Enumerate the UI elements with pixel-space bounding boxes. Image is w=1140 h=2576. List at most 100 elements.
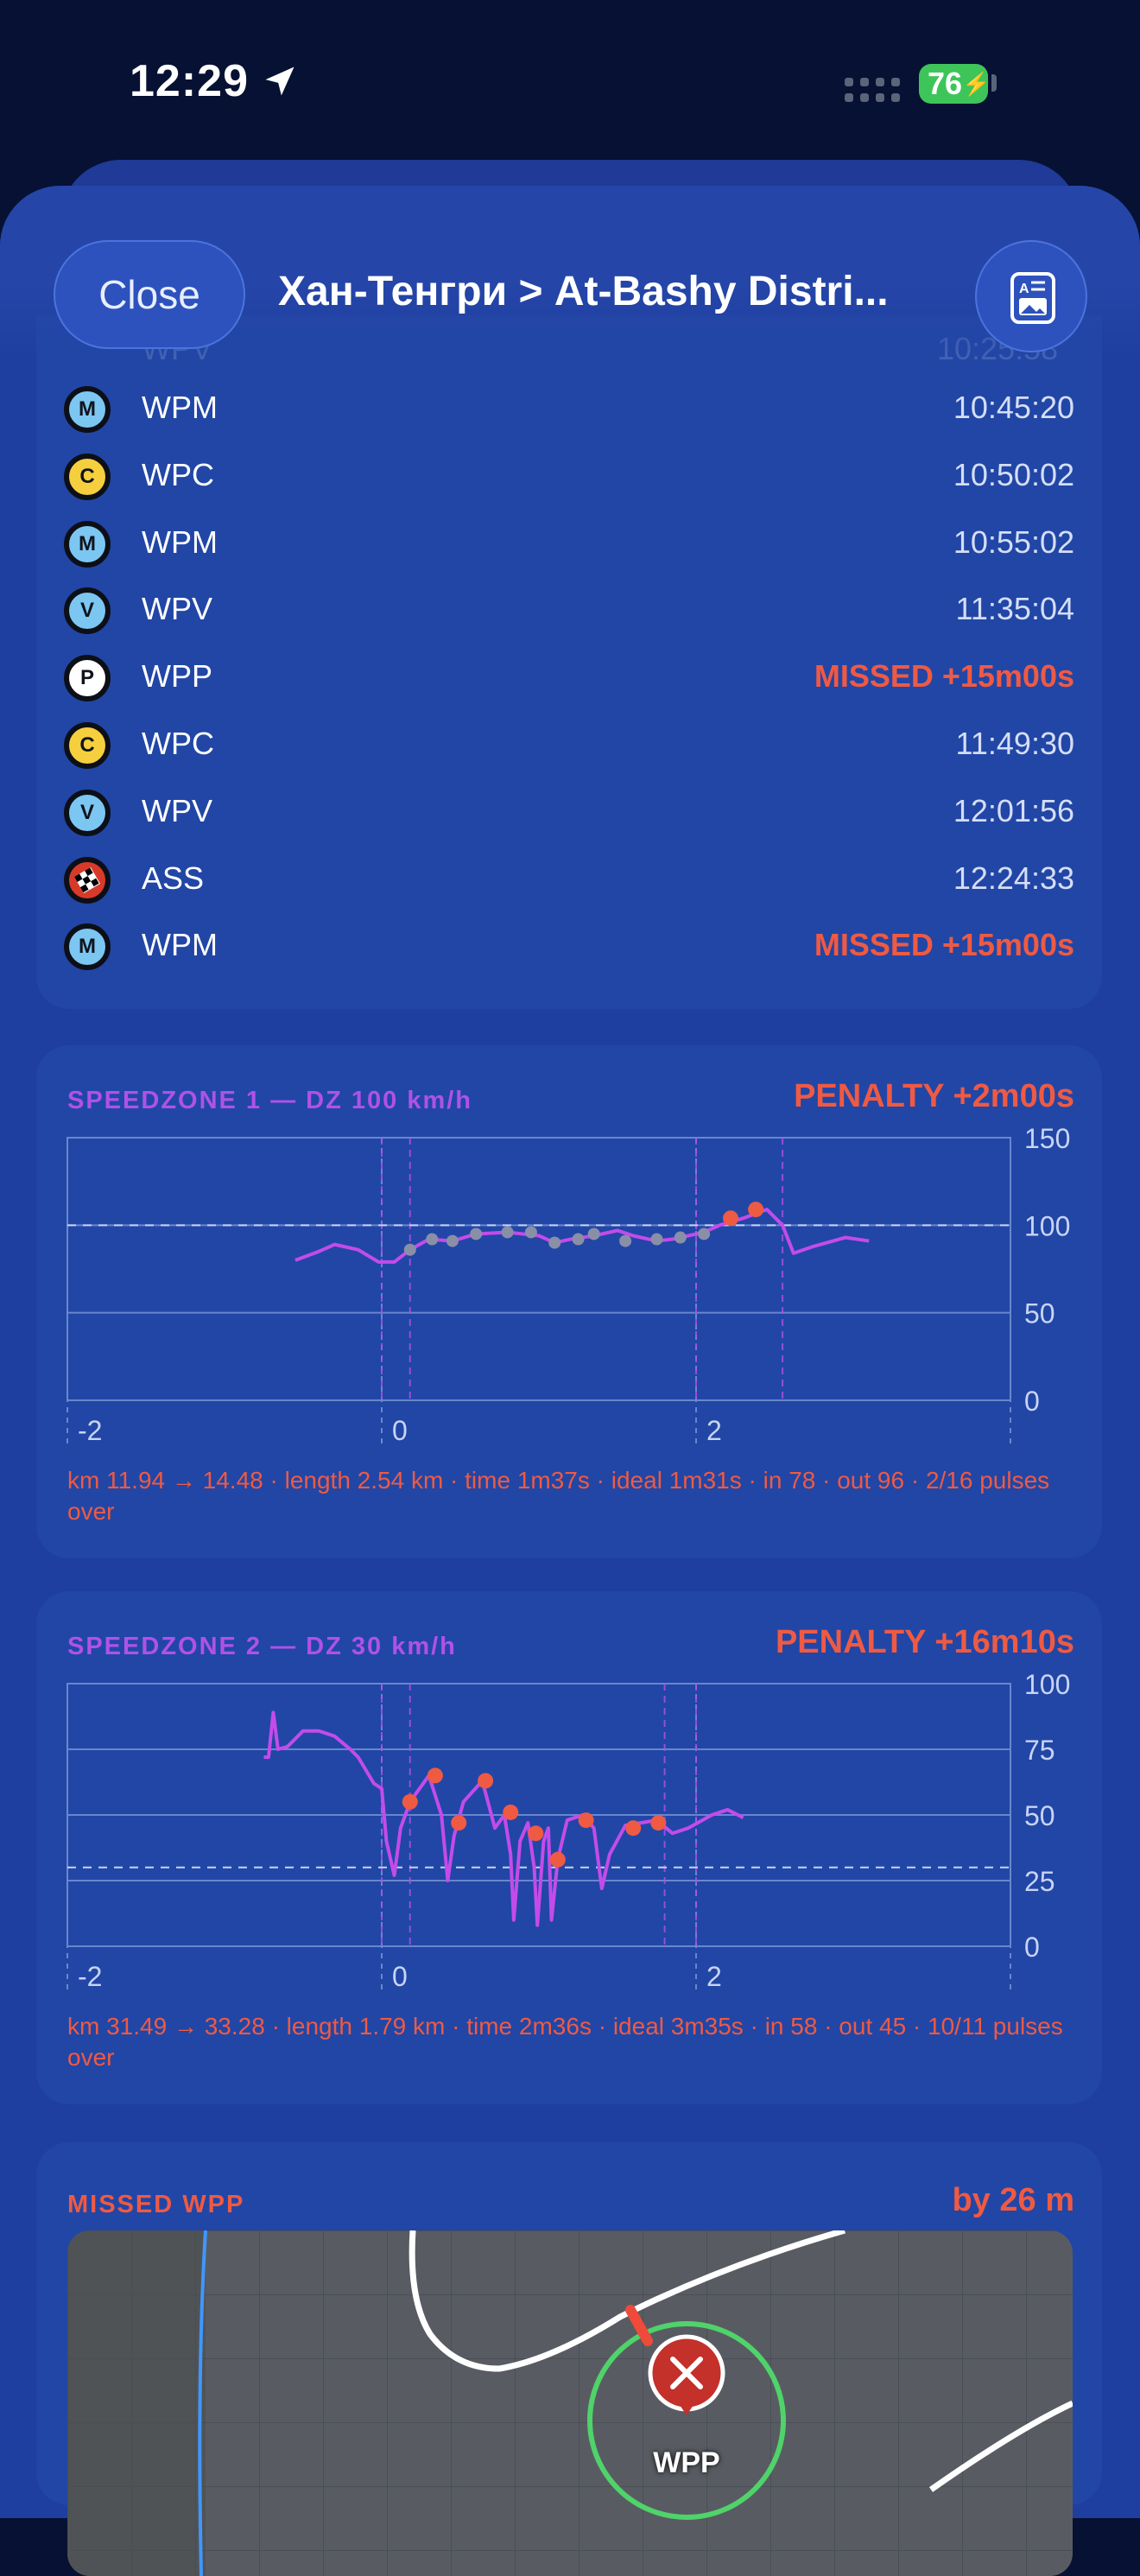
pulse-over-point (625, 1820, 642, 1837)
waypoint-name: WPM (142, 927, 218, 963)
waypoint-time: 10:45:20 (953, 390, 1074, 425)
badge-letter: M (79, 531, 96, 555)
pulse-point (403, 1243, 416, 1256)
waypoint-row[interactable]: M WPM 10:55:02 (36, 514, 1102, 581)
waypoint-time: 10:55:02 (953, 523, 1074, 560)
waypoint-row[interactable]: C WPC 11:49:30 (36, 715, 1102, 783)
waypoint-name: WPP (142, 658, 213, 695)
waypoint-time: 11:49:30 (955, 726, 1074, 761)
speedzone-card-1: SPEEDZONE 1 — DZ 100 km/h PENALTY +2m00s… (36, 1045, 1102, 1558)
x-tick-label: 2 (706, 1415, 722, 1446)
pulse-over-point (748, 1202, 764, 1218)
waypoint-missed-status: MISSED +15m00s (814, 927, 1074, 963)
y-tick-label: 100 (1024, 1210, 1070, 1241)
battery-indicator: 76⚡ (919, 64, 991, 104)
x-tick-label: -2 (78, 1961, 102, 1992)
pulse-over-point (723, 1210, 739, 1227)
pulse-over-point (478, 1773, 494, 1789)
charging-bolt-icon: ⚡ (962, 71, 991, 97)
waypoint-name: WPV (142, 792, 213, 828)
checkered-flag-icon (64, 856, 111, 904)
speedzone-summary: km 31.49 → 33.28 · length 1.79 km · time… (67, 2013, 1063, 2071)
location-arrow-icon (265, 67, 294, 96)
waypoint-type-badge: M (64, 386, 111, 433)
missed-wpp-distance: by 26 m (952, 2182, 1074, 2218)
pulse-over-point (427, 1767, 443, 1784)
pulse-over-point (402, 1793, 418, 1810)
pulse-point (426, 1233, 439, 1246)
pulse-point (650, 1233, 663, 1246)
x-tick-label: 0 (392, 1961, 408, 1992)
document-image-icon: A (1010, 272, 1055, 324)
road-line (408, 2230, 846, 2372)
badge-letter: C (79, 464, 95, 488)
waypoint-type-badge: V (64, 587, 111, 635)
waypoint-name: WPC (142, 726, 214, 761)
pulse-point (698, 1228, 711, 1240)
pulse-point (501, 1226, 514, 1239)
y-tick-label: 25 (1024, 1866, 1055, 1897)
y-tick-label: 50 (1024, 1298, 1055, 1329)
y-tick-label: 150 (1024, 1123, 1070, 1154)
speedzone-penalty: PENALTY +2m00s (794, 1078, 1074, 1114)
waypoint-name: ASS (142, 860, 205, 896)
battery-tip (991, 74, 997, 92)
status-clock: 12:29 (130, 56, 249, 106)
speedzone-title: SPEEDZONE 1 — DZ 100 km/h (67, 1087, 473, 1114)
waypoint-row[interactable]: V WPV 12:01:56 (36, 783, 1102, 850)
y-tick-label: 50 (1024, 1800, 1055, 1831)
badge-letter: M (79, 935, 96, 959)
x-tick-label: 2 (706, 1961, 722, 1992)
waypoint-row[interactable]: V WPV 11:35:04 (36, 581, 1102, 648)
y-tick-label: 0 (1024, 1386, 1040, 1417)
map-canvas (67, 2230, 1073, 2576)
x-tick-label: -2 (78, 1415, 102, 1446)
badge-letter: V (79, 800, 94, 824)
waypoint-list: M WPM 10:45:20 C WPC 10:50:02 M WPM 10:55:02 V WPV… (36, 168, 1102, 1009)
waypoint-row[interactable]: ASS 12:24:33 (36, 850, 1102, 917)
pulse-over-point (451, 1815, 467, 1831)
waypoint-row[interactable]: M WPM 10:45:20 (36, 379, 1102, 447)
speedzone-card-2: SPEEDZONE 2 — DZ 30 km/h PENALTY +16m10s… (36, 1591, 1102, 2104)
pulse-point (674, 1231, 687, 1244)
pulse-over-point (549, 1851, 566, 1868)
waypoint-missed-status: MISSED +15m00s (814, 658, 1074, 695)
speedzone-penalty: PENALTY +16m10s (775, 1624, 1074, 1660)
waypoint-name: WPM (142, 390, 218, 425)
pulse-point (470, 1228, 483, 1240)
x-tick-label: 0 (392, 1415, 408, 1446)
speedzone-title: SPEEDZONE 2 — DZ 30 km/h (67, 1633, 457, 1660)
missed-wpp-map[interactable]: WPP (67, 2230, 1073, 2576)
missed-wpp-card: MISSED WPP by 26 m WPP (36, 2142, 1102, 2576)
pulse-point (587, 1228, 600, 1240)
y-tick-label: 0 (1024, 1932, 1040, 1963)
waypoint-row[interactable]: C WPC 10:50:02 (36, 447, 1102, 514)
waypoint-name: WPV (142, 591, 213, 627)
waypoint-time: 11:35:04 (955, 591, 1074, 627)
waypoint-type-badge: P (64, 655, 111, 702)
waypoint-row[interactable]: M WPM MISSED +15m00s (36, 917, 1102, 984)
waypoint-time: 10:50:02 (953, 456, 1074, 492)
road-line (928, 2400, 1073, 2492)
waypoint-row[interactable]: P WPP MISSED +15m00s (36, 648, 1102, 715)
missed-wpp-title: MISSED WPP (67, 2191, 245, 2218)
pulse-point (446, 1234, 459, 1247)
speed-series-line (263, 1710, 744, 1927)
badge-letter: V (79, 599, 94, 623)
pulse-over-point (528, 1825, 544, 1842)
waypoint-type-badge: M (64, 923, 111, 971)
document-button[interactable]: A (975, 240, 1087, 352)
plot-frame (66, 1137, 1011, 1401)
y-tick-label: 100 (1024, 1669, 1070, 1700)
badge-letter: C (79, 733, 95, 757)
waypoint-time: 12:24:33 (953, 860, 1074, 896)
battery-level: 76 (928, 66, 963, 101)
waypoint-type-badge: M (64, 520, 111, 568)
speedzone-chart-2: 0 25 50 75 100 -2 0 2 (66, 1669, 1070, 1992)
close-button[interactable]: Close (54, 240, 245, 349)
waypoint-type-badge: V (64, 789, 111, 836)
pulse-over-point (503, 1804, 519, 1820)
pulse-point (619, 1234, 632, 1247)
page-title: Хан-Тенгри > At-Bashy Distri... (278, 269, 889, 314)
missed-marker-label: WPP (653, 2446, 720, 2479)
